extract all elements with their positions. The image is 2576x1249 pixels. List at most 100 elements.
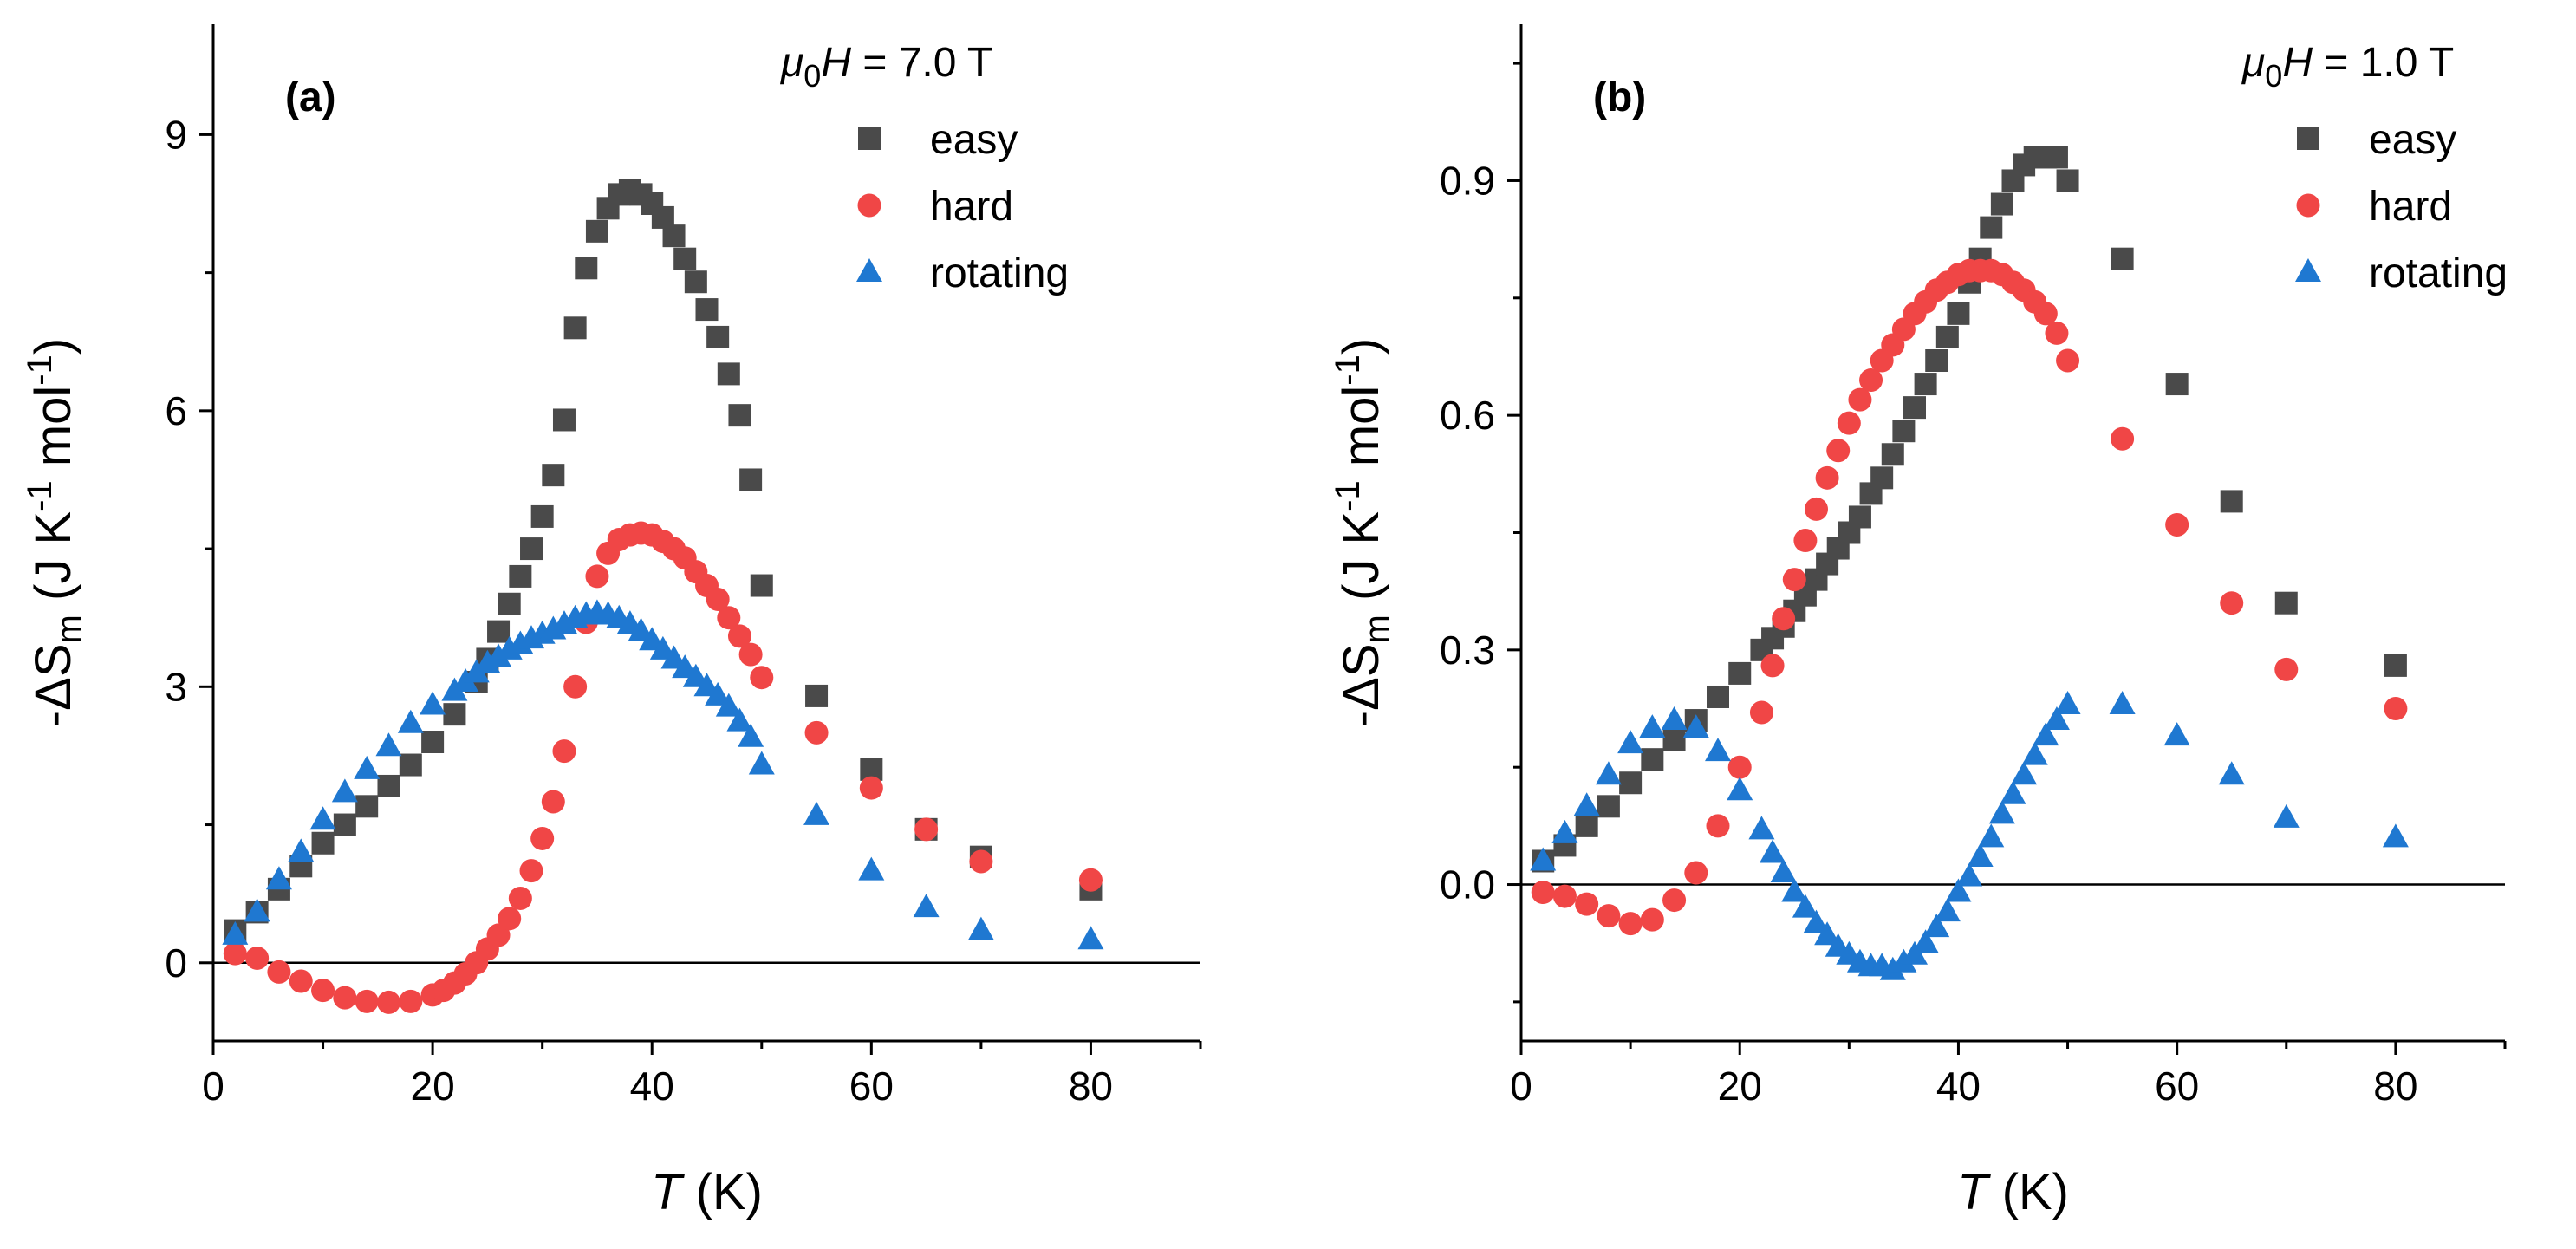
point-hard [1552,884,1577,908]
point-rotating [309,806,336,830]
point-hard [2220,591,2244,615]
legend-marker-hard [857,193,881,218]
point-easy [2045,146,2068,169]
point-rotating [1978,823,2005,848]
point-easy [1980,216,2003,239]
legend-marker-easy [2297,127,2319,150]
point-hard [804,720,829,745]
point-hard [717,606,741,630]
point-hard [508,886,532,910]
x-axis-unit: (K) [1988,1164,2069,1220]
point-easy [750,574,773,597]
point-rotating [1595,761,1622,785]
point-hard [914,817,939,842]
point-easy [1641,748,1664,771]
point-easy [1597,795,1620,818]
point-easy [530,504,554,528]
point-hard [2056,348,2080,373]
point-rotating [420,691,446,715]
point-rotating [748,751,775,775]
point-hard [2033,302,2058,326]
point-hard [706,587,730,611]
point-easy [695,298,719,322]
y-tick-label: 0.3 [1440,628,1495,673]
point-hard [1531,881,1555,905]
point-hard [376,990,400,1014]
point-hard [1597,904,1621,928]
point-easy [1914,373,1937,396]
point-hard [750,666,774,690]
point-easy [2274,591,2298,615]
point-easy [2056,169,2079,192]
point-rotating [1945,878,1972,902]
point-rotating [1617,730,1644,754]
series-hard [1531,258,2408,936]
point-rotating [485,643,512,667]
point-easy [509,564,532,588]
point-easy [1662,728,1686,751]
point-easy [552,408,576,432]
point-rotating [1661,706,1688,731]
point-hard [1078,868,1103,892]
point-easy [563,316,587,340]
legend-marker-rotating [2295,258,2321,282]
x-tick-label: 0 [1510,1064,1532,1109]
y-tick-label: 0 [165,940,187,986]
point-easy [728,404,751,427]
point-hard [498,907,522,931]
point-hard [1706,814,1730,838]
point-easy [585,219,608,243]
point-hard [1793,529,1818,553]
x-axis-unit: (K) [682,1164,763,1220]
series-hard [223,521,1103,1014]
point-easy [684,270,707,294]
point-easy [1892,420,1916,443]
point-easy [498,592,521,615]
point-hard [541,790,565,814]
point-easy [662,224,686,248]
point-hard [1684,861,1708,885]
point-rotating [1923,914,1950,938]
point-rotating [1781,878,1808,902]
point-hard [2384,697,2408,721]
point-easy [575,257,598,280]
point-hard [1805,497,1828,521]
legend-label-easy: easy [930,117,1018,163]
point-hard [1640,907,1664,932]
point-rotating [1803,909,1830,933]
point-easy [311,831,335,855]
point-rotating [288,838,315,862]
point-hard [245,946,270,970]
point-easy [2384,654,2407,677]
point-rotating [2163,722,2190,746]
point-rotating [2033,722,2059,746]
point-easy [520,537,543,561]
x-tick-label: 40 [1936,1064,1981,1109]
point-easy [487,620,511,643]
point-easy [1575,814,1598,837]
point-rotating [1770,859,1797,883]
point-hard [2045,321,2069,345]
point-hard [1575,892,1599,916]
panel-a: 0 20 40 60 80 0 3 6 9 T (K) -ΔSm (J K-1 mol-1) (a) μ… [21,24,1202,1220]
point-rotating [354,755,381,779]
point-easy [1947,302,1970,325]
point-easy [673,247,697,270]
series-rotating [222,599,1104,950]
legend-marker-rotating [856,258,882,282]
point-rotating [803,801,830,825]
point-rotating [2273,803,2300,828]
legend-marker-hard [2296,193,2320,218]
x-axis-title: T (K) [651,1164,763,1220]
point-rotating [2011,761,2038,785]
panel-b: 0 20 40 60 80 0.0 0.3 0.6 0.9 T (K) -ΔSm (J K-1 mo… [1329,24,2508,1220]
point-rotating [375,732,402,757]
point-hard [1727,755,1752,779]
point-easy [1881,443,1904,466]
point-hard [519,859,543,883]
field-annotation: μ0H = 1.0 T [2241,40,2454,94]
point-hard [1618,912,1643,936]
point-hard [727,624,751,648]
x-tick-label: 60 [2155,1064,2199,1109]
point-rotating [1551,819,1578,843]
